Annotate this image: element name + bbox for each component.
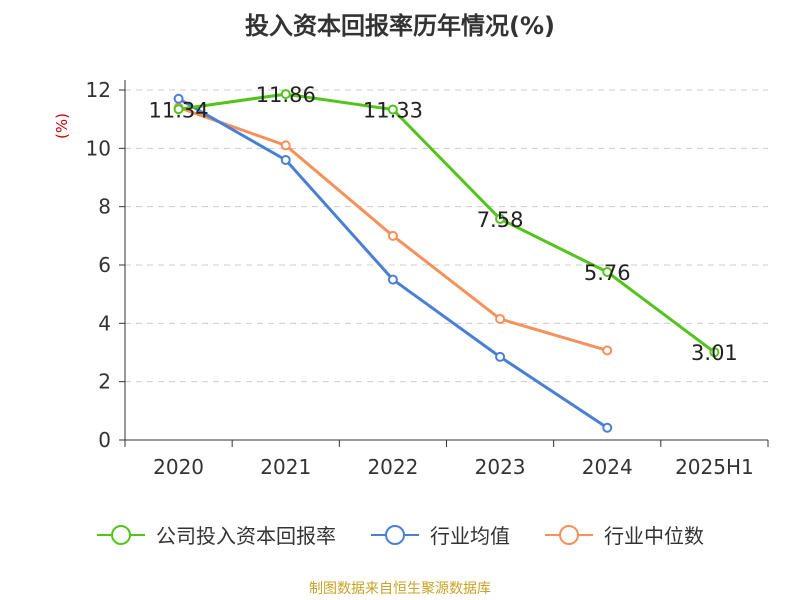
x-tick-label: 2020 [153, 455, 204, 479]
series-company-point [495, 213, 506, 224]
series-industry-mean-point [602, 422, 613, 433]
y-tick-label: 10 [86, 136, 111, 160]
series-company-point [602, 267, 613, 277]
series-industry-median-point [280, 140, 291, 151]
x-tick-label: 2023 [475, 455, 526, 479]
legend-swatch-industry-median-icon [545, 524, 593, 545]
x-tick-label: 2025H1 [675, 455, 754, 479]
chart-title: 投入资本回报率历年情况(%) [245, 12, 555, 40]
y-tick-label: 2 [98, 370, 111, 394]
series-industry-mean-point [280, 155, 291, 165]
legend-label-company: 公司投入资本回报率 [156, 524, 336, 548]
legend-item-company[interactable]: 公司投入资本回报率 [96, 520, 336, 549]
y-tick-label: 12 [86, 78, 111, 102]
legend-label-industry-mean: 行业均值 [430, 524, 510, 548]
legend-item-industry-median[interactable]: 行业中位数 [544, 520, 704, 549]
data-label: 11.33 [363, 99, 423, 123]
data-label: 11.34 [149, 98, 209, 122]
legend-swatch-industry-mean-icon [371, 524, 419, 545]
series-industry-median-point [495, 313, 506, 324]
y-tick-label: 4 [98, 311, 111, 335]
y-tick-label: 6 [98, 253, 111, 277]
series-industry-median-point [387, 230, 398, 241]
series-company-point [709, 347, 720, 358]
data-label: 5.76 [584, 261, 631, 285]
series-company-point [387, 104, 398, 115]
series-company-line [178, 92, 716, 354]
series-industry-mean-point [173, 93, 184, 104]
data-label: 11.86 [256, 83, 316, 107]
data-label: 7.58 [477, 208, 524, 232]
series-industry-mean-point [495, 351, 506, 362]
y-tick-label: 0 [98, 428, 111, 452]
legend-item-industry-mean[interactable]: 行业均值 [370, 520, 510, 549]
series-industry-median-line [178, 106, 608, 352]
legend: 公司投入资本回报率 行业均值 行业中位数 [0, 520, 800, 549]
series-industry-median-point [602, 345, 613, 356]
legend-label-industry-median: 行业中位数 [604, 524, 704, 548]
series-company-point [280, 89, 291, 100]
series-company-point [173, 104, 184, 115]
source-note: 制图数据来自恒生聚源数据库 [309, 581, 491, 597]
y-tick-label: 8 [98, 195, 111, 219]
x-tick-label: 2022 [367, 455, 418, 479]
x-tick-label: 2024 [582, 455, 633, 479]
y-axis-label: (%) [53, 113, 71, 139]
data-label: 3.01 [691, 341, 738, 365]
series-industry-mean-point [387, 274, 398, 285]
legend-swatch-company-icon [97, 524, 145, 545]
x-tick-label: 2021 [260, 455, 311, 479]
